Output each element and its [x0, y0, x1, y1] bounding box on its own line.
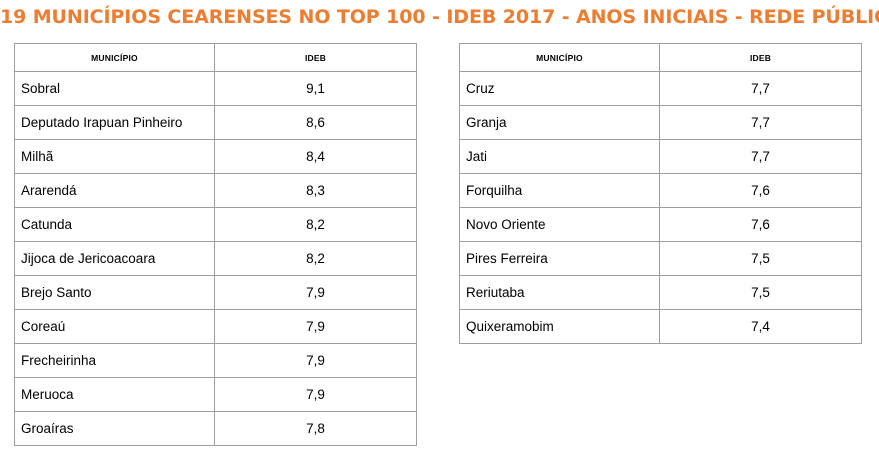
table-row: Coreaú 7,9	[14, 309, 417, 344]
municipio-cell: Quixeramobim	[459, 309, 660, 344]
municipio-cell: Forquilha	[459, 173, 660, 208]
municipio-cell: Meruoca	[14, 377, 215, 412]
table-row: Milhã 8,4	[14, 139, 417, 174]
ideb-cell: 7,6	[659, 207, 862, 242]
municipio-cell: Deputado Irapuan Pinheiro	[14, 105, 215, 140]
ideb-cell: 7,9	[214, 309, 417, 344]
ideb-cell: 7,8	[214, 411, 417, 446]
table-row: Cruz 7,7	[459, 71, 862, 106]
ideb-cell: 7,7	[659, 139, 862, 174]
municipio-cell: Cruz	[459, 71, 660, 106]
table-row: Ararendá 8,3	[14, 173, 417, 208]
table-row: Reriutaba 7,5	[459, 275, 862, 310]
ideb-cell: 9,1	[214, 71, 417, 106]
column-header-municipio: MUNICÍPIO	[459, 43, 660, 72]
ideb-cell: 8,2	[214, 207, 417, 242]
table-row: Jijoca de Jericoacoara 8,2	[14, 241, 417, 276]
ideb-cell: 7,9	[214, 377, 417, 412]
table-row: Brejo Santo 7,9	[14, 275, 417, 310]
table-row: Meruoca 7,9	[14, 377, 417, 412]
table-row: Catunda 8,2	[14, 207, 417, 242]
ideb-cell: 8,4	[214, 139, 417, 174]
ideb-cell: 7,5	[659, 241, 862, 276]
municipio-cell: Novo Oriente	[459, 207, 660, 242]
table-row: Groaíras 7,8	[14, 411, 417, 446]
table-row: Granja 7,7	[459, 105, 862, 140]
ideb-cell: 7,7	[659, 71, 862, 106]
ideb-cell: 8,6	[214, 105, 417, 140]
column-header-ideb: IDEB	[214, 43, 417, 72]
municipio-cell: Ararendá	[14, 173, 215, 208]
page-title: 19 MUNICÍPIOS CEARENSES NO TOP 100 - IDE…	[0, 6, 879, 28]
ideb-cell: 7,5	[659, 275, 862, 310]
column-header-ideb: IDEB	[659, 43, 862, 72]
municipio-cell: Granja	[459, 105, 660, 140]
ideb-cell: 7,9	[214, 343, 417, 378]
municipio-cell: Pires Ferreira	[459, 241, 660, 276]
ideb-cell: 7,7	[659, 105, 862, 140]
column-header-municipio: MUNICÍPIO	[14, 43, 215, 72]
municipio-cell: Catunda	[14, 207, 215, 242]
municipio-cell: Milhã	[14, 139, 215, 174]
municipio-cell: Frecheirinha	[14, 343, 215, 378]
municipio-cell: Jijoca de Jericoacoara	[14, 241, 215, 276]
ideb-cell: 8,2	[214, 241, 417, 276]
ideb-cell: 7,6	[659, 173, 862, 208]
table-row: Frecheirinha 7,9	[14, 343, 417, 378]
table-row: Novo Oriente 7,6	[459, 207, 862, 242]
ranking-table-right: MUNICÍPIO IDEB Cruz 7,7 Granja 7,7 Jati 7,7…	[459, 43, 862, 344]
table-row: Deputado Irapuan Pinheiro 8,6	[14, 105, 417, 140]
municipio-cell: Coreaú	[14, 309, 215, 344]
municipio-cell: Groaíras	[14, 411, 215, 446]
table-row: Sobral 9,1	[14, 71, 417, 106]
table-row: Forquilha 7,6	[459, 173, 862, 208]
table-row: Jati 7,7	[459, 139, 862, 174]
municipio-cell: Brejo Santo	[14, 275, 215, 310]
ideb-cell: 7,9	[214, 275, 417, 310]
municipio-cell: Jati	[459, 139, 660, 174]
table-row: Quixeramobim 7,4	[459, 309, 862, 344]
table-row: Pires Ferreira 7,5	[459, 241, 862, 276]
table-header-row: MUNICÍPIO IDEB	[459, 43, 862, 72]
ideb-cell: 8,3	[214, 173, 417, 208]
municipio-cell: Sobral	[14, 71, 215, 106]
table-header-row: MUNICÍPIO IDEB	[14, 43, 417, 72]
municipio-cell: Reriutaba	[459, 275, 660, 310]
ideb-cell: 7,4	[659, 309, 862, 344]
ranking-table-left: MUNICÍPIO IDEB Sobral 9,1 Deputado Irapua…	[14, 43, 417, 446]
